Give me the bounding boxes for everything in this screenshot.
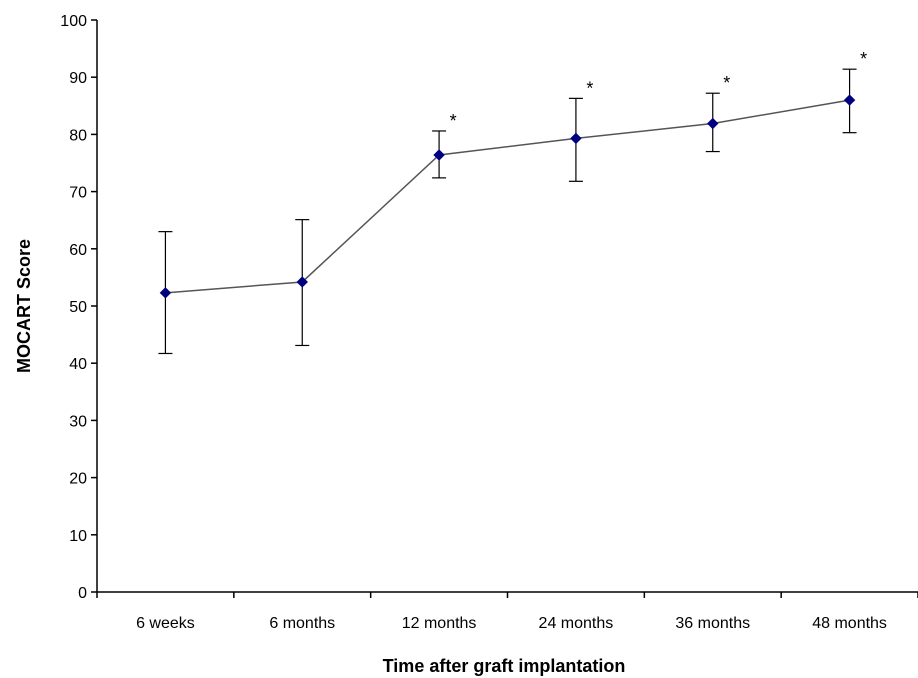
data-point-marker xyxy=(570,132,582,145)
axes xyxy=(96,20,918,593)
y-axis-ticks: 0 10 20 30 40 50 60 70 80 90 100 xyxy=(60,13,97,602)
x-tick-label: 6 weeks xyxy=(136,615,195,632)
x-axis-ticks: 6 weeks 6 months 12 months 24 months 36 mont… xyxy=(96,592,918,632)
y-tick-label: 60 xyxy=(69,242,87,259)
y-tick-label: 100 xyxy=(60,13,87,30)
y-tick-label: 30 xyxy=(69,413,87,430)
data-point-marker xyxy=(296,276,308,288)
x-tick-label: 48 months xyxy=(812,615,887,632)
significance-asterisk: * xyxy=(860,49,867,69)
y-tick-label: 20 xyxy=(69,471,87,488)
y-tick-label: 50 xyxy=(69,299,87,316)
series-line-path xyxy=(165,99,850,294)
x-axis-title: Time after graft implantation xyxy=(383,656,626,676)
significance-annotations: * * * * xyxy=(450,49,868,131)
x-tick-label: 6 months xyxy=(269,615,335,632)
y-tick-label: 0 xyxy=(78,585,87,602)
data-point-marker xyxy=(843,94,856,106)
data-point-marker xyxy=(707,117,719,130)
y-tick-label: 70 xyxy=(69,185,87,202)
y-axis-title: MOCART Score xyxy=(14,239,34,373)
significance-asterisk: * xyxy=(450,111,457,131)
x-tick-label: 24 months xyxy=(539,615,614,632)
data-point-marker xyxy=(159,287,172,299)
y-tick-label: 40 xyxy=(69,356,87,373)
error-bars xyxy=(158,68,857,355)
series-line xyxy=(165,99,850,294)
y-tick-label: 80 xyxy=(69,127,87,144)
data-points xyxy=(159,94,856,299)
x-tick-label: 12 months xyxy=(402,615,477,632)
data-point-marker xyxy=(433,149,445,161)
y-tick-label: 90 xyxy=(69,70,87,87)
x-tick-label: 36 months xyxy=(675,615,750,632)
significance-asterisk: * xyxy=(723,73,730,93)
significance-asterisk: * xyxy=(586,78,593,98)
y-tick-label: 10 xyxy=(69,528,87,545)
